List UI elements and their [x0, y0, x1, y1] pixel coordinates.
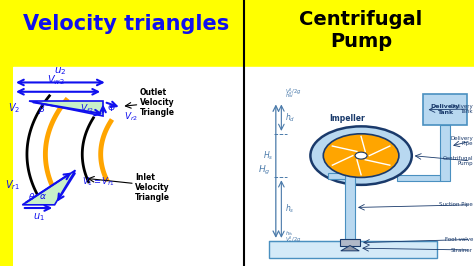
Text: $V_2$: $V_2$ [8, 102, 20, 115]
Text: $H_s$: $H_s$ [263, 149, 273, 162]
Text: $h_s$: $h_s$ [285, 203, 294, 215]
Bar [245, 66, 474, 266]
Polygon shape [341, 246, 359, 251]
Text: $V_d^2/2g$: $V_d^2/2g$ [285, 86, 301, 97]
Polygon shape [29, 101, 103, 116]
Text: $u_2$: $u_2$ [55, 65, 67, 77]
Text: $V_{r1}$: $V_{r1}$ [5, 178, 20, 192]
Text: $h_d$: $h_d$ [285, 111, 295, 124]
Text: $\alpha$: $\alpha$ [39, 192, 47, 201]
Circle shape [355, 152, 367, 159]
Text: Foot valve: Foot valve [445, 237, 473, 242]
Text: $V_{w2}$: $V_{w2}$ [47, 73, 65, 87]
Text: $V_s^2/2g$: $V_s^2/2g$ [285, 234, 301, 245]
Circle shape [323, 134, 399, 177]
Text: Delivery
Tank: Delivery Tank [450, 104, 473, 114]
Bar [440, 125, 450, 181]
Text: $\beta$: $\beta$ [37, 103, 45, 116]
Bar [328, 173, 345, 179]
FancyBboxPatch shape [423, 94, 467, 125]
Text: $V_{r2}$: $V_{r2}$ [124, 110, 138, 123]
Circle shape [310, 126, 412, 185]
Text: Impeller: Impeller [329, 114, 365, 123]
Text: $V_1 = V_{f1}$: $V_1 = V_{f1}$ [82, 176, 115, 188]
Text: Outlet
Velocity
Triangle: Outlet Velocity Triangle [140, 88, 175, 117]
Bar [269, 241, 437, 258]
Text: Delivery
Tank: Delivery Tank [430, 104, 460, 115]
Bar [345, 173, 355, 241]
Bar [397, 175, 440, 181]
Text: $u_1$: $u_1$ [33, 211, 45, 223]
Text: $V_{f2}$: $V_{f2}$ [80, 102, 94, 115]
Text: Inlet
Velocity
Triangle: Inlet Velocity Triangle [135, 173, 170, 202]
Text: $h_{fs}$: $h_{fs}$ [285, 229, 293, 238]
FancyBboxPatch shape [340, 239, 360, 246]
Text: Centrifugal
Pump: Centrifugal Pump [300, 10, 423, 51]
Text: Suction Pipe: Suction Pipe [439, 202, 473, 207]
Text: $h_{fd}$: $h_{fd}$ [285, 91, 294, 100]
Text: Velocity triangles: Velocity triangles [23, 14, 229, 34]
Text: $\theta$: $\theta$ [28, 191, 35, 202]
Text: Delivery
Pipe: Delivery Pipe [450, 136, 473, 146]
Text: $H_g$: $H_g$ [258, 164, 270, 177]
Text: $\Phi$: $\Phi$ [107, 102, 115, 113]
Bar [13, 66, 245, 266]
Text: Strainer: Strainer [451, 248, 473, 252]
Text: Centrifugal
Pump: Centrifugal Pump [443, 156, 473, 166]
Polygon shape [22, 170, 75, 205]
